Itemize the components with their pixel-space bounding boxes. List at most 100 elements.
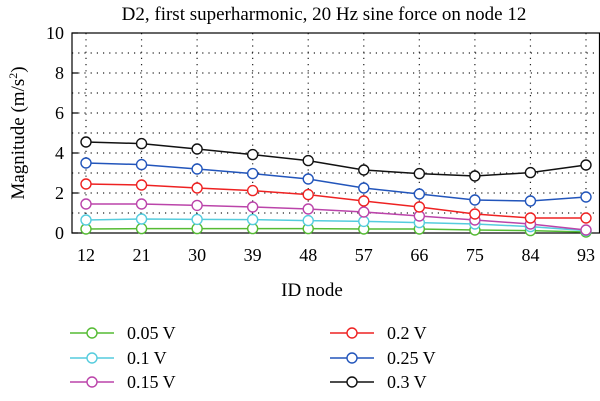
y-tick-label: 8 <box>55 63 64 83</box>
legend-swatch-marker <box>86 376 98 388</box>
chart-title: D2, first superharmonic, 20 Hz sine forc… <box>122 4 527 25</box>
x-tick-label: 12 <box>77 245 95 265</box>
legend-item: 0.25 V <box>330 348 436 368</box>
data-point <box>246 148 259 161</box>
x-tick-label: 75 <box>466 245 484 265</box>
data-point <box>246 213 259 226</box>
data-point <box>191 213 203 226</box>
series-0-2-Vv <box>80 178 592 224</box>
plot-grid <box>72 33 600 233</box>
data-point <box>135 198 148 210</box>
y-axis-label-main: Magnitude (m/s <box>8 79 29 200</box>
y-axis-label-tail: ) <box>8 66 29 72</box>
legend-swatch-marker <box>86 352 98 364</box>
legend-item: 0.1 V <box>70 348 167 368</box>
data-point <box>302 173 314 185</box>
y-tick-label: 10 <box>46 23 64 43</box>
data-point <box>246 201 259 213</box>
x-tick-label: 30 <box>188 245 206 265</box>
data-point <box>580 191 592 203</box>
legend-item: 0.2 V <box>330 323 427 343</box>
data-point <box>135 222 148 235</box>
series-line <box>85 183 586 219</box>
data-point <box>302 203 314 215</box>
data-point <box>246 167 259 180</box>
legend-label: 0.15 V <box>127 372 176 392</box>
legend-label: 0.1 V <box>127 348 167 368</box>
data-point <box>302 214 314 227</box>
x-tick-label: 21 <box>133 245 151 265</box>
data-point <box>80 136 92 148</box>
data-point <box>80 157 92 169</box>
data-point <box>413 188 426 200</box>
data-point <box>302 154 314 167</box>
legend-item: 0.15 V <box>70 372 176 392</box>
legend: 0.05 V 0.1 V 0.15 V 0.2 V 0.25 V 0.3 V <box>70 323 436 392</box>
legend-swatch-marker <box>346 327 358 339</box>
data-point <box>135 213 148 225</box>
data-point <box>580 212 592 224</box>
legend-label: 0.3 V <box>387 372 427 392</box>
series-line <box>85 218 587 232</box>
data-point <box>80 178 92 190</box>
y-axis-label: Magnitude (m/s2) <box>6 66 29 199</box>
data-point <box>413 201 426 213</box>
data-point <box>191 143 203 155</box>
y-tick-label: 0 <box>55 223 64 243</box>
data-point <box>191 163 203 175</box>
data-point <box>524 166 537 179</box>
series-0-15-Vv <box>80 198 592 236</box>
series-line <box>85 227 587 233</box>
data-point <box>580 224 592 236</box>
y-axis-ticks: 0 2 4 6 8 10 <box>46 23 78 243</box>
data-point <box>302 188 314 201</box>
data-point <box>413 167 426 180</box>
x-tick-label: 48 <box>299 245 317 265</box>
y-tick-label: 2 <box>55 183 64 203</box>
data-point <box>135 137 148 150</box>
y-tick-label: 4 <box>55 143 64 163</box>
y-axis-label-superscript: 2 <box>6 73 20 79</box>
y-tick-label: 6 <box>55 103 64 123</box>
series-layer <box>80 136 592 238</box>
x-tick-label: 57 <box>355 245 373 265</box>
legend-swatch-marker <box>346 352 358 364</box>
x-axis-label: ID node <box>281 280 343 301</box>
x-axis-ticks: 12 21 30 39 48 57 66 75 84 93 <box>77 227 595 265</box>
series-line <box>85 141 587 177</box>
data-point <box>469 208 481 220</box>
data-point <box>80 198 92 210</box>
data-point <box>191 182 203 194</box>
legend-label: 0.05 V <box>127 323 176 343</box>
x-tick-label: 93 <box>577 245 595 265</box>
data-point <box>358 215 370 228</box>
plot-frame <box>71 32 600 234</box>
legend-label: 0.2 V <box>387 323 427 343</box>
series-line <box>85 162 587 202</box>
plot-border <box>71 32 600 234</box>
data-point <box>524 195 537 207</box>
x-tick-label: 39 <box>244 245 262 265</box>
data-point <box>135 158 148 171</box>
data-point <box>580 159 592 171</box>
data-point <box>80 214 92 226</box>
data-point <box>358 195 370 207</box>
legend-item: 0.05 V <box>70 323 176 343</box>
data-point <box>135 179 148 191</box>
data-point <box>469 170 481 182</box>
data-point <box>469 194 481 206</box>
x-tick-label: 66 <box>410 245 428 265</box>
data-point <box>524 212 537 224</box>
series-line <box>86 203 587 231</box>
legend-label: 0.25 V <box>387 348 436 368</box>
data-point <box>191 199 203 212</box>
data-point <box>358 206 370 218</box>
data-point <box>191 222 203 235</box>
series-0-3-Vv <box>80 136 592 182</box>
legend-item: 0.3 V <box>330 372 427 392</box>
data-point <box>358 164 370 176</box>
data-point <box>358 182 370 194</box>
data-point <box>246 184 259 197</box>
series-0-25-Vv <box>80 157 592 207</box>
